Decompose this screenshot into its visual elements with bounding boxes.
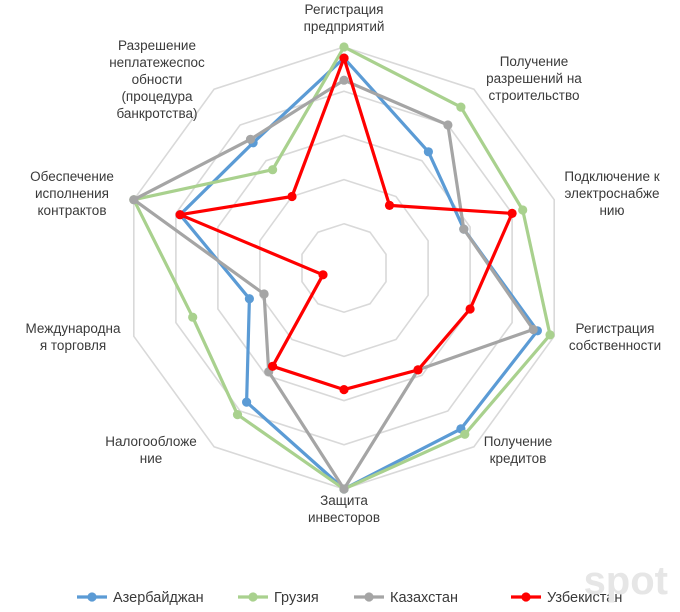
legend-label: Казахстан xyxy=(390,590,458,606)
data-point xyxy=(339,385,349,395)
legend-label: Азербайджан xyxy=(113,590,204,606)
data-point xyxy=(318,270,328,280)
axis-label: Получение разрешений на строительство xyxy=(486,54,582,103)
data-point xyxy=(242,397,252,407)
axis-label: Получение кредитов xyxy=(484,434,553,466)
legend-marker xyxy=(521,592,531,602)
axis-label: Регистрация собственности xyxy=(569,321,661,353)
axis-label: Регистрация предприятий xyxy=(304,2,385,34)
data-point xyxy=(443,120,453,130)
data-point xyxy=(244,294,254,304)
data-point xyxy=(188,312,198,322)
legend: Азербайджан Грузия Казахстан Узбекистан xyxy=(77,590,622,606)
axis-label: Налогообложе ние xyxy=(105,434,197,466)
legend-item: Казахстан xyxy=(354,590,458,606)
legend-item: Азербайджан xyxy=(77,590,204,606)
data-point xyxy=(460,429,470,439)
data-point xyxy=(339,75,349,85)
data-point xyxy=(175,210,185,220)
axis-label: Защита инвесторов xyxy=(308,493,380,525)
data-point xyxy=(465,304,475,314)
data-point xyxy=(245,134,256,144)
data-point xyxy=(459,224,469,234)
axis-label: Подключение к электроснабже нию xyxy=(564,169,659,218)
data-point xyxy=(268,165,278,175)
data-point xyxy=(232,410,243,420)
axis-label: Разрешение неплатежеспос обности (процедура… xyxy=(109,38,205,121)
axis-labels: Регистрация предприятий Получение разрешени… xyxy=(26,2,662,525)
watermark-text: spot xyxy=(584,559,668,603)
axis-label: Обеспечение исполнения контрактов xyxy=(30,169,114,218)
data-point xyxy=(384,200,395,210)
data-point xyxy=(528,324,538,335)
axis-label: Международна я торговля xyxy=(26,321,121,353)
legend-label: Грузия xyxy=(274,590,319,606)
grid-ring xyxy=(175,90,513,446)
data-point xyxy=(129,195,139,205)
data-point xyxy=(456,102,466,112)
legend-label: Узбекистан xyxy=(547,590,622,606)
data-point xyxy=(268,361,278,371)
legend-marker xyxy=(364,592,374,602)
data-point xyxy=(259,289,269,299)
legend-marker xyxy=(87,592,97,602)
legend-marker xyxy=(248,592,258,602)
data-point xyxy=(339,53,349,63)
grid-ring xyxy=(217,134,471,402)
data-point xyxy=(339,484,349,494)
data-point xyxy=(545,330,555,340)
grid-ring xyxy=(301,222,387,314)
series-line xyxy=(132,78,535,491)
data-point xyxy=(413,365,423,375)
grid-ring xyxy=(259,178,429,358)
data-point xyxy=(518,205,528,215)
legend-item: Узбекистан xyxy=(511,590,622,606)
radar-series xyxy=(129,42,555,494)
data-point xyxy=(423,147,433,157)
series-4 xyxy=(175,53,517,395)
data-point xyxy=(507,208,517,218)
data-point xyxy=(339,42,349,52)
legend-item: Грузия xyxy=(238,590,319,606)
data-point xyxy=(287,191,297,202)
